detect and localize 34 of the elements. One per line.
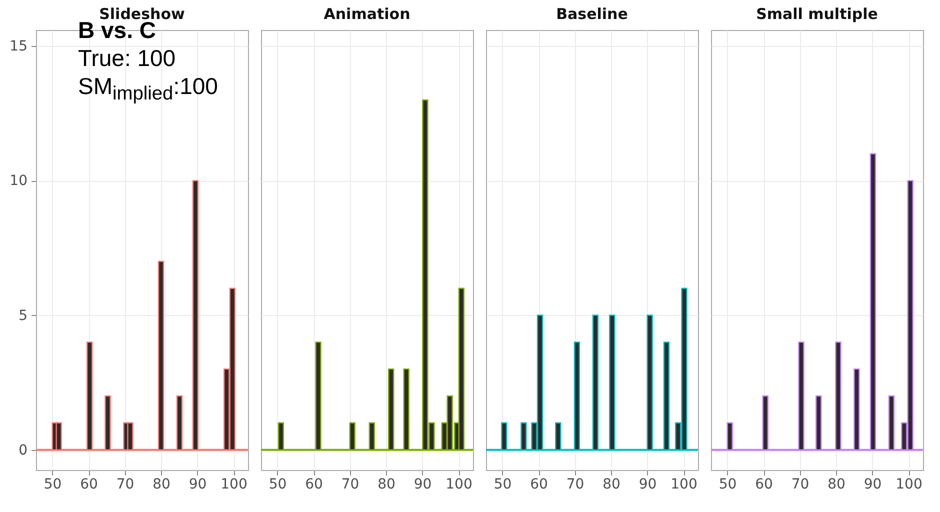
x-tick-label: 90 bbox=[638, 476, 657, 492]
x-tick-label: 70 bbox=[116, 476, 134, 492]
x-tick-label: 50 bbox=[718, 476, 737, 492]
x-tick-label: 90 bbox=[414, 476, 432, 492]
x-tick-label: 70 bbox=[791, 476, 810, 492]
x-tick-label: 80 bbox=[152, 476, 170, 492]
x-tick-label: 50 bbox=[44, 476, 62, 492]
x-tick-label: 60 bbox=[530, 476, 548, 492]
x-tick-label: 100 bbox=[220, 476, 248, 492]
y-tick-label: 10 bbox=[10, 173, 28, 190]
annotation: True: 100 bbox=[78, 44, 177, 72]
chart-title: Baseline bbox=[556, 5, 628, 23]
x-tick-label: 60 bbox=[305, 476, 323, 492]
y-tick-label: 15 bbox=[10, 38, 28, 55]
chart-title: Animation bbox=[324, 5, 410, 23]
annotation: SM$_{implied}$:100 bbox=[78, 72, 218, 107]
x-tick-label: 50 bbox=[494, 476, 512, 492]
x-tick-label: 80 bbox=[828, 476, 846, 492]
x-tick-label: 90 bbox=[188, 476, 207, 492]
x-tick-label: 100 bbox=[446, 476, 472, 492]
x-tick-label: 100 bbox=[670, 476, 698, 492]
chart-title: Slideshow bbox=[99, 5, 186, 23]
x-tick-label: 70 bbox=[566, 476, 584, 492]
x-tick-label: 60 bbox=[80, 476, 98, 492]
x-tick-label: 100 bbox=[896, 476, 922, 492]
x-tick-label: 70 bbox=[341, 476, 360, 492]
x-tick-label: 80 bbox=[602, 476, 620, 492]
chart-title: Small multiple bbox=[756, 5, 878, 23]
x-tick-label: 50 bbox=[268, 476, 287, 492]
y-tick-label: 5 bbox=[18, 308, 28, 324]
y-tick-label: 0 bbox=[18, 442, 28, 458]
x-tick-label: 80 bbox=[378, 476, 396, 492]
x-tick-label: 90 bbox=[864, 476, 882, 492]
x-tick-label: 60 bbox=[755, 476, 773, 492]
